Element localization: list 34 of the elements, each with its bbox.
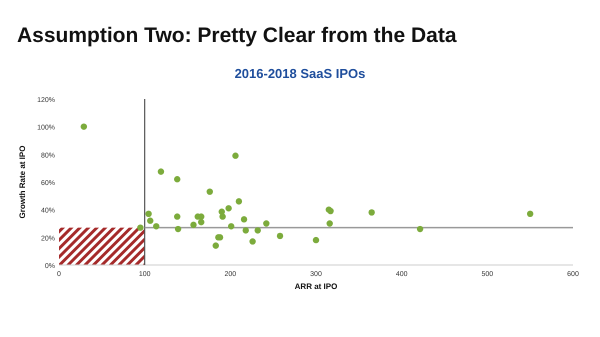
point [225,205,232,212]
point [174,176,180,182]
point [276,232,284,240]
point [312,236,320,244]
point [232,152,239,159]
point [240,216,248,223]
x-axis-title: ARR at IPO [294,282,338,291]
point [368,209,375,216]
y-axis-title: Growth Rate at IPO [18,146,27,218]
point [206,188,213,195]
chart-title: Assumption Two: Pretty Clear from the Data [17,24,457,47]
point [153,223,160,230]
point [249,238,256,245]
point [236,198,242,205]
point [219,213,226,220]
point [198,213,204,220]
point [228,223,234,230]
point [212,242,219,249]
point [526,210,534,218]
point [263,220,270,227]
point [174,226,182,232]
point [137,224,144,231]
point [158,168,164,175]
point [326,220,333,227]
point [254,227,261,234]
point [416,226,424,232]
point [147,218,154,224]
point [190,222,197,228]
point [174,213,180,220]
point [80,123,88,130]
point [198,218,204,226]
point [145,210,152,218]
point [242,227,249,234]
chart-subtitle: 2016-2018 SaaS IPOs [234,66,366,81]
